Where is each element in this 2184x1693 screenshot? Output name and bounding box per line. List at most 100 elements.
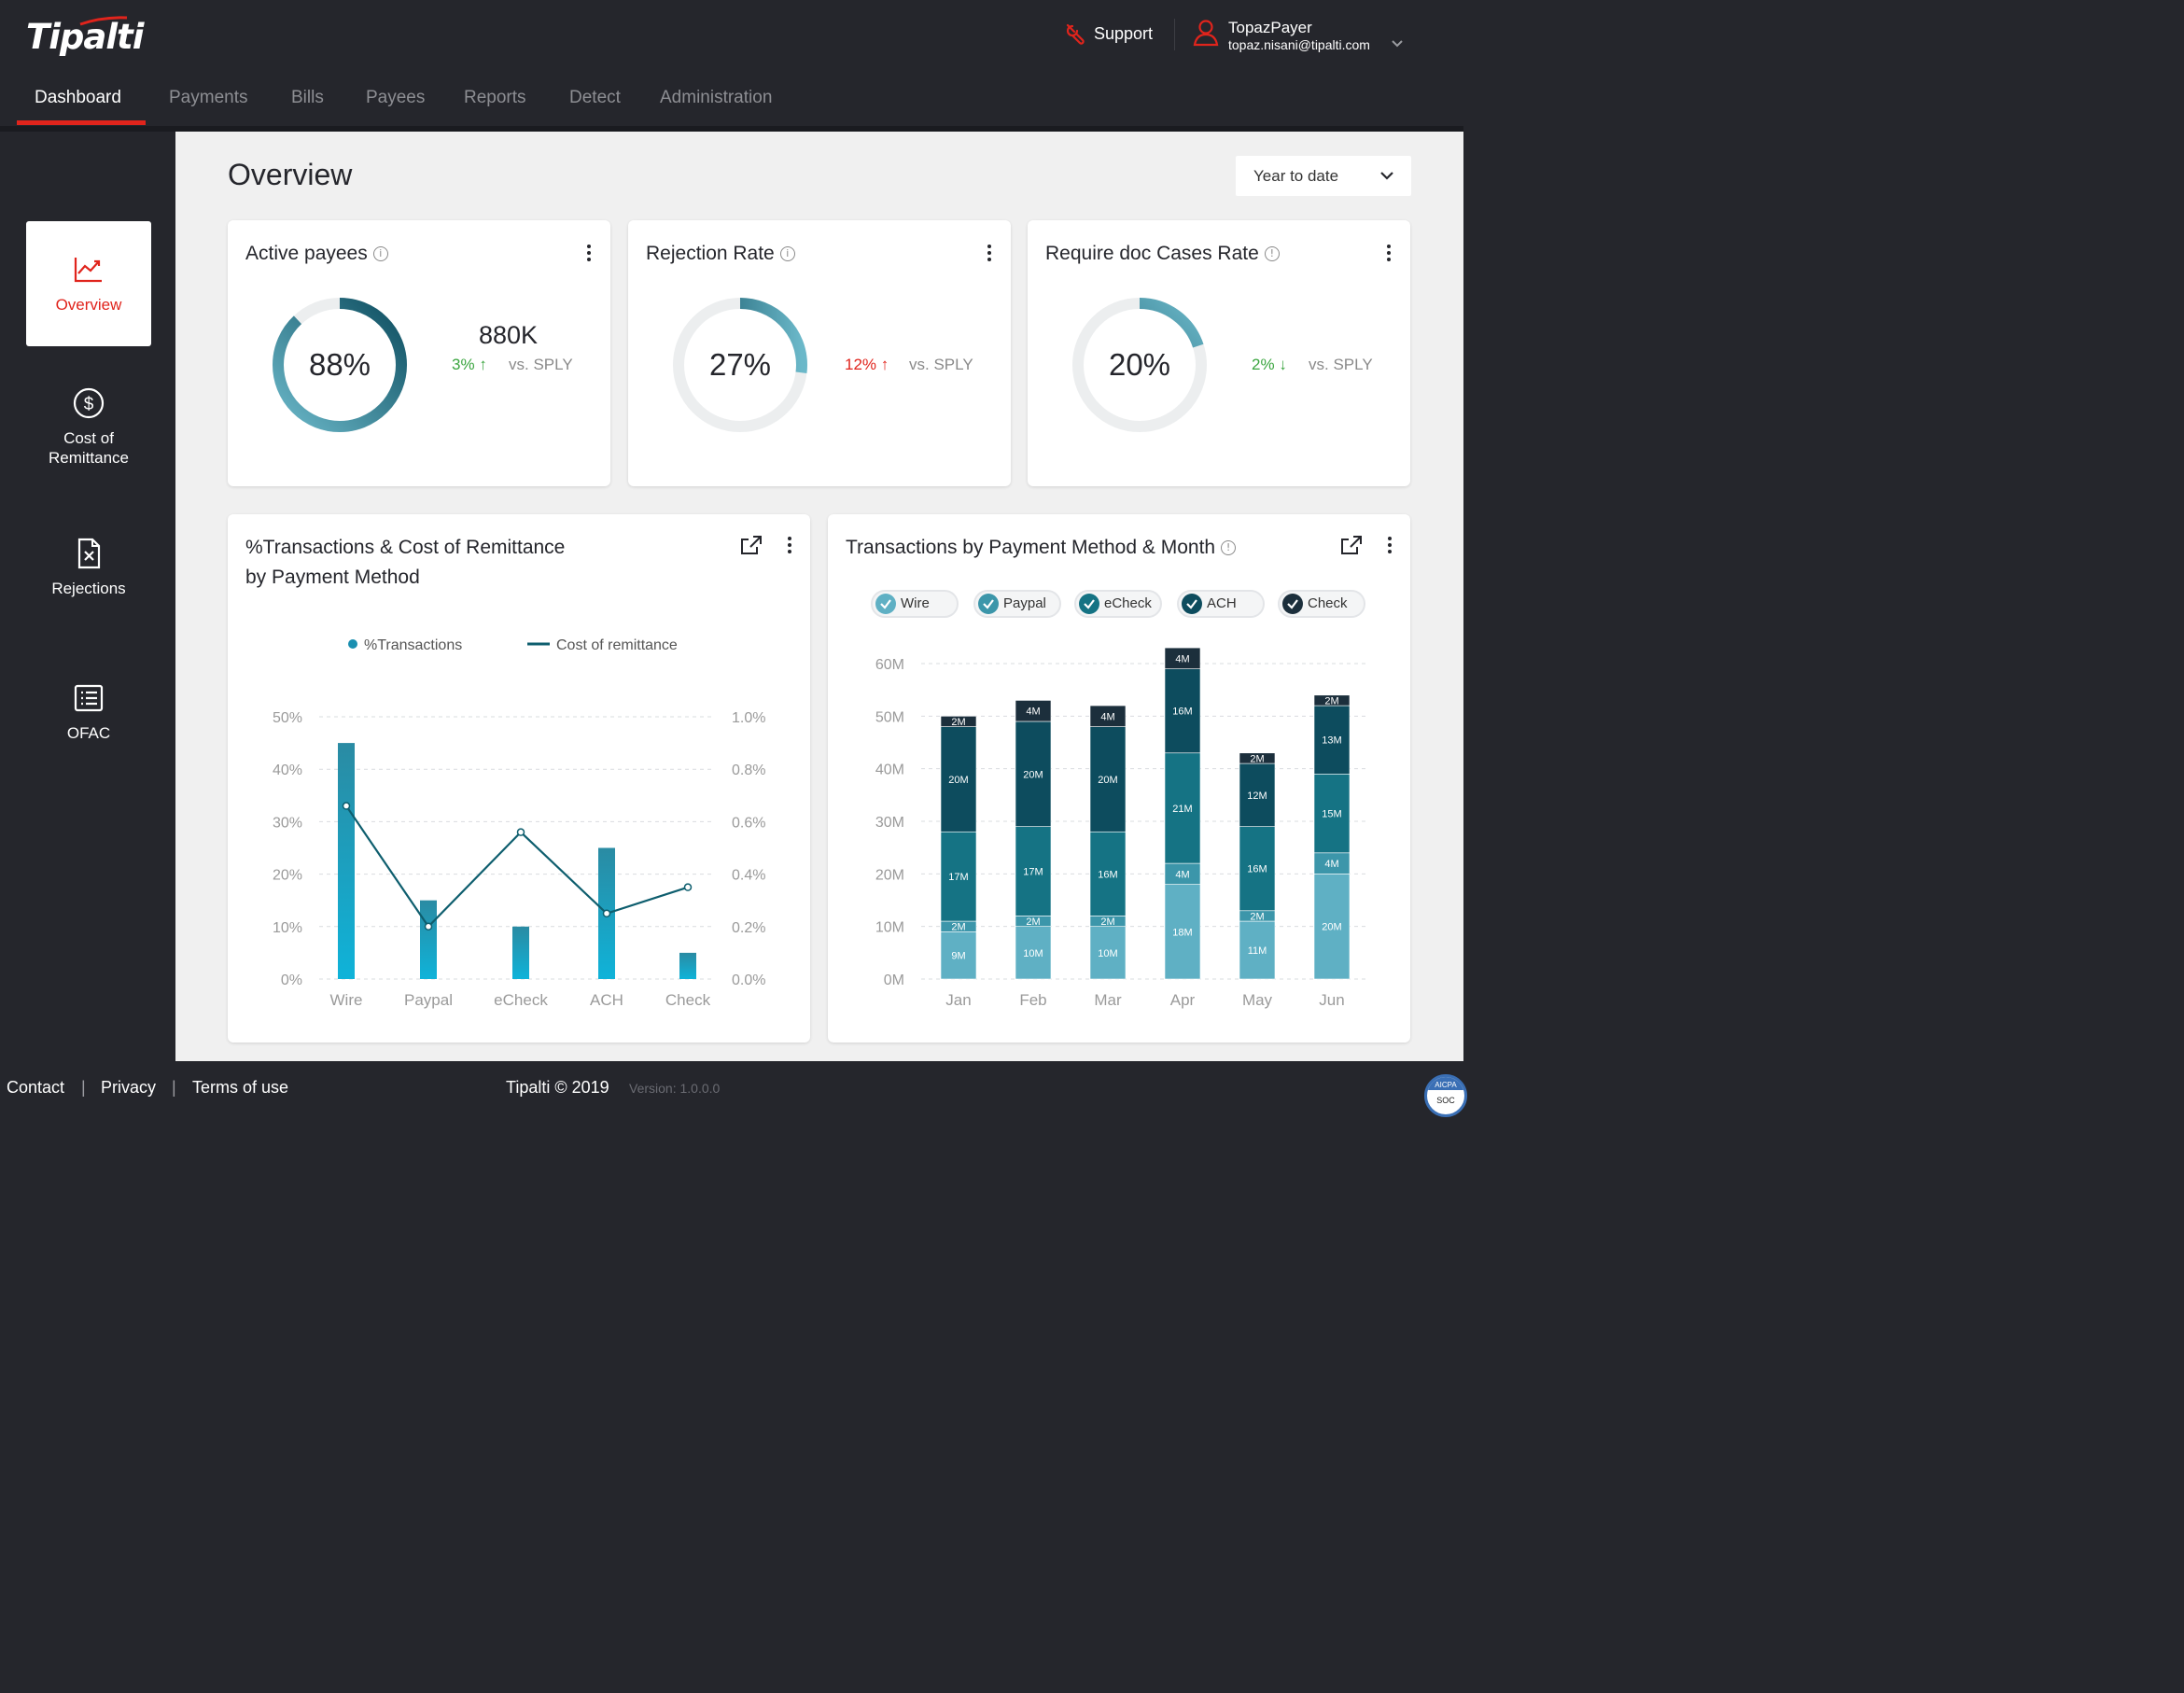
segment-feb-echeck[interactable] bbox=[1015, 826, 1052, 916]
segment-apr-check[interactable] bbox=[1164, 647, 1201, 669]
kpi-vs: vs. SPLY bbox=[509, 356, 573, 373]
more-options-icon[interactable] bbox=[987, 243, 992, 261]
open-external-icon[interactable] bbox=[739, 534, 763, 556]
svg-text:$: $ bbox=[84, 395, 94, 414]
segment-label: 2M bbox=[951, 922, 965, 933]
bar-echeck[interactable] bbox=[512, 926, 529, 979]
sidebar-item-label: Overview bbox=[55, 295, 122, 314]
segment-jan-check[interactable] bbox=[940, 716, 977, 727]
nav-reports[interactable]: Reports bbox=[464, 88, 526, 107]
cost-point-check[interactable] bbox=[683, 883, 693, 891]
trend-chart-icon bbox=[74, 257, 102, 282]
segment-jan-ach[interactable] bbox=[940, 726, 977, 833]
kpi-card-require-doc-rate: Require doc Cases Rate! 20% 2% ↓ vs. SPL… bbox=[1028, 220, 1410, 486]
segment-jun-echeck[interactable] bbox=[1313, 773, 1351, 854]
bar-paypal[interactable] bbox=[420, 900, 437, 979]
sidebar-item-rejections[interactable]: Rejections bbox=[26, 505, 151, 630]
segment-apr-ach[interactable] bbox=[1164, 668, 1201, 754]
segment-label: 4M bbox=[1100, 711, 1114, 722]
segment-jun-ach[interactable] bbox=[1313, 705, 1351, 775]
stacked-chart: 0M 10M 20M 30M 40M 50M 60M 9M 2M 17M 20M 2M Jan 10M 2M… bbox=[875, 647, 1367, 1009]
rejected-document-icon bbox=[77, 538, 101, 568]
segment-jan-echeck[interactable] bbox=[940, 831, 977, 922]
segment-label: 2M bbox=[1324, 695, 1338, 707]
x-tick: Jan bbox=[945, 991, 971, 1009]
cost-point-echeck[interactable] bbox=[516, 828, 525, 836]
user-menu[interactable]: TopazPayer topaz.nisani@tipalti.com bbox=[1193, 19, 1370, 52]
more-options-icon[interactable] bbox=[1387, 535, 1393, 553]
nav-payments[interactable]: Payments bbox=[169, 88, 248, 107]
more-options-icon[interactable] bbox=[787, 535, 792, 553]
segment-label: 2M bbox=[951, 717, 965, 728]
footer-terms-link[interactable]: Terms of use bbox=[192, 1078, 289, 1097]
period-select[interactable]: Year to date bbox=[1236, 156, 1411, 196]
segment-may-check[interactable] bbox=[1239, 752, 1276, 764]
checkmark-icon bbox=[875, 594, 896, 614]
bar-check[interactable] bbox=[679, 952, 696, 979]
open-external-icon[interactable] bbox=[1339, 534, 1364, 556]
segment-apr-wire[interactable] bbox=[1164, 884, 1201, 980]
bar-wire[interactable] bbox=[338, 743, 355, 979]
chart-card-transactions-by-method: Transactions by Payment Method & Month! … bbox=[828, 514, 1410, 1042]
series-toggle-wire[interactable]: Wire bbox=[871, 590, 959, 618]
footer-version: Version: 1.0.0.0 bbox=[629, 1081, 721, 1096]
kpi-card-rejection-rate: Rejection Rate i 27% 12% ↑ vs. SPLY bbox=[628, 220, 1011, 486]
nav-dashboard[interactable]: Dashboard bbox=[35, 88, 121, 107]
cost-point-wire[interactable] bbox=[342, 802, 351, 810]
x-tick: Mar bbox=[1094, 991, 1122, 1009]
segment-label: 16M bbox=[1247, 864, 1267, 875]
segment-label: 18M bbox=[1172, 927, 1192, 938]
more-options-icon[interactable] bbox=[1386, 243, 1392, 261]
segment-mar-ach[interactable] bbox=[1089, 726, 1127, 833]
series-toggle-echeck[interactable]: eCheck bbox=[1074, 590, 1162, 618]
y-tick: 60M bbox=[875, 657, 904, 673]
badge-bottom-text: SOC bbox=[1436, 1096, 1455, 1105]
footer-privacy-link[interactable]: Privacy bbox=[101, 1078, 157, 1097]
segment-label: 4M bbox=[1026, 707, 1040, 718]
series-toggle-check[interactable]: Check bbox=[1278, 590, 1365, 618]
segment-apr-echeck[interactable] bbox=[1164, 752, 1201, 864]
cost-point-ach[interactable] bbox=[602, 909, 611, 917]
kpi-delta: 12% ↑ bbox=[845, 356, 889, 374]
info-icon[interactable]: ! bbox=[1264, 246, 1280, 262]
chart-legend: %Transactions Cost of remittance bbox=[348, 637, 678, 653]
aicpa-soc-badge: AICPA SOC bbox=[1424, 1074, 1467, 1117]
sidebar-item-cost-of-remittance[interactable]: $ Cost of Remittance bbox=[26, 365, 151, 490]
checkmark-icon bbox=[1282, 594, 1303, 614]
segment-label: 20M bbox=[948, 775, 968, 786]
sidebar-item-overview[interactable]: Overview bbox=[26, 221, 151, 346]
chart-card-transactions-cost: %Transactions & Cost of Remittance by Pa… bbox=[228, 514, 810, 1042]
chevron-down-icon bbox=[1380, 172, 1393, 180]
nav-detect[interactable]: Detect bbox=[569, 88, 621, 107]
nav-bills[interactable]: Bills bbox=[291, 88, 324, 107]
series-toggle-paypal[interactable]: Paypal bbox=[973, 590, 1061, 618]
segment-may-ach[interactable] bbox=[1239, 763, 1276, 827]
segment-jun-check[interactable] bbox=[1313, 694, 1351, 707]
info-icon[interactable]: i bbox=[779, 246, 795, 262]
more-options-icon[interactable] bbox=[586, 243, 592, 261]
info-icon[interactable]: i bbox=[372, 246, 388, 262]
nav-payees[interactable]: Payees bbox=[366, 88, 426, 107]
x-tick: Feb bbox=[1019, 991, 1046, 1009]
footer-contact-link[interactable]: Contact bbox=[7, 1078, 65, 1097]
kpi-delta-value: 12% bbox=[845, 356, 877, 373]
nav-administration[interactable]: Administration bbox=[660, 88, 773, 107]
chevron-down-icon[interactable] bbox=[1391, 39, 1404, 49]
series-toggle-ach[interactable]: ACH bbox=[1177, 590, 1265, 618]
x-tick: ACH bbox=[590, 991, 623, 1009]
segment-jun-wire[interactable] bbox=[1313, 874, 1351, 980]
segment-jan-wire[interactable] bbox=[940, 930, 977, 980]
segment-label: 10M bbox=[1098, 948, 1117, 959]
segment-feb-check[interactable] bbox=[1015, 700, 1052, 722]
cost-point-paypal[interactable] bbox=[424, 922, 433, 931]
info-icon[interactable]: ! bbox=[1221, 540, 1237, 556]
kpi-title: Active payees bbox=[245, 243, 368, 264]
support-link[interactable]: Support bbox=[1064, 21, 1153, 47]
legend-label: Cost of remittance bbox=[556, 637, 678, 653]
segment-mar-check[interactable] bbox=[1089, 705, 1127, 727]
segment-label: 17M bbox=[1023, 867, 1043, 878]
segment-mar-wire[interactable] bbox=[1089, 926, 1127, 980]
y-left-tick: 10% bbox=[273, 920, 302, 936]
sidebar-item-ofac[interactable]: OFAC bbox=[26, 650, 151, 775]
x-tick: Wire bbox=[330, 991, 363, 1009]
